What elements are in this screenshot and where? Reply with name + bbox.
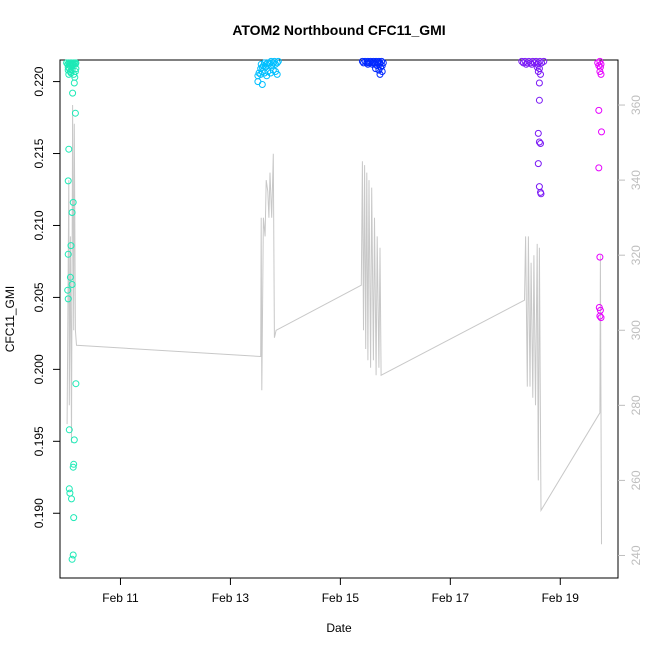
data-point bbox=[72, 380, 80, 388]
data-point bbox=[596, 312, 604, 320]
x-tick-label: Feb 13 bbox=[212, 591, 250, 605]
y-axis-label: CFC11_GMI bbox=[3, 286, 17, 352]
data-point bbox=[376, 70, 384, 78]
data-point bbox=[597, 70, 605, 78]
data-point bbox=[537, 70, 544, 78]
y-tick-label: 0.210 bbox=[32, 210, 46, 240]
x-tick-label: Feb 15 bbox=[322, 591, 360, 605]
data-point bbox=[72, 65, 80, 73]
y-tick-label: 0.200 bbox=[32, 354, 46, 384]
data-point bbox=[267, 57, 275, 65]
data-point bbox=[596, 63, 604, 71]
data-point bbox=[64, 295, 72, 303]
data-point bbox=[64, 250, 72, 258]
data-point bbox=[64, 177, 72, 185]
data-point bbox=[598, 128, 605, 136]
y2-tick-label: 260 bbox=[629, 470, 643, 490]
data-point bbox=[533, 60, 541, 68]
scatter-points-layer bbox=[63, 57, 605, 563]
y-tick-label: 0.215 bbox=[32, 138, 46, 168]
data-point bbox=[258, 68, 266, 75]
data-point bbox=[70, 514, 78, 522]
data-point bbox=[71, 68, 79, 75]
data-point bbox=[273, 70, 281, 78]
data-point bbox=[69, 198, 77, 206]
x-tick-label: Feb 11 bbox=[102, 591, 139, 605]
data-point bbox=[537, 190, 545, 198]
y2-tick-label: 280 bbox=[629, 395, 643, 415]
data-point bbox=[535, 138, 543, 146]
y2-tick-label: 300 bbox=[629, 320, 643, 340]
y2-tick-label: 360 bbox=[629, 95, 643, 115]
x-axis: Feb 11 Feb 13 Feb 15 Feb 17 Feb 19 bbox=[102, 578, 579, 605]
data-point bbox=[254, 78, 262, 86]
chart-title: ATOM2 Northbound CFC11_GMI bbox=[232, 22, 445, 38]
data-point bbox=[274, 57, 282, 65]
data-point bbox=[595, 106, 603, 114]
y-tick-label: 0.220 bbox=[32, 66, 46, 96]
data-point bbox=[540, 57, 548, 65]
data-point bbox=[70, 460, 78, 468]
data-point bbox=[71, 109, 79, 117]
secondary-line-layer bbox=[66, 104, 602, 545]
data-point bbox=[68, 209, 76, 216]
data-point bbox=[65, 145, 73, 153]
data-point bbox=[258, 81, 266, 88]
series-4 bbox=[518, 57, 548, 198]
data-point bbox=[68, 495, 75, 503]
data-point bbox=[68, 281, 76, 288]
x-axis-label: Date bbox=[326, 621, 352, 635]
x-tick-label: Feb 19 bbox=[542, 591, 580, 605]
data-point bbox=[368, 60, 376, 68]
data-point bbox=[595, 164, 603, 172]
series-1 bbox=[63, 59, 80, 563]
data-point bbox=[65, 485, 73, 493]
series-5 bbox=[594, 57, 605, 322]
data-point bbox=[70, 79, 78, 87]
data-point bbox=[69, 551, 77, 559]
data-point bbox=[372, 65, 380, 73]
data-point bbox=[66, 273, 74, 281]
data-point bbox=[377, 63, 384, 71]
y2-tick-label: 240 bbox=[629, 545, 643, 565]
data-point bbox=[596, 253, 604, 261]
data-point bbox=[67, 242, 75, 250]
data-point bbox=[534, 129, 542, 137]
data-point bbox=[263, 72, 271, 80]
y2-tick-label: 320 bbox=[629, 245, 643, 265]
data-point bbox=[66, 489, 74, 497]
y-tick-label: 0.205 bbox=[32, 282, 46, 312]
data-point bbox=[64, 286, 72, 294]
data-point bbox=[535, 79, 543, 87]
data-point bbox=[535, 96, 543, 104]
data-point bbox=[65, 426, 73, 434]
data-point bbox=[67, 69, 75, 77]
series-3 bbox=[358, 57, 387, 78]
data-point bbox=[69, 89, 77, 97]
data-point bbox=[364, 60, 372, 68]
data-point bbox=[534, 160, 542, 168]
data-point bbox=[69, 463, 77, 471]
series-2 bbox=[254, 57, 282, 88]
data-point bbox=[70, 436, 78, 444]
data-point bbox=[597, 314, 605, 322]
data-point bbox=[535, 183, 543, 191]
y-axis: 0.190 0.195 0.200 0.205 0.210 0.215 0.220 bbox=[32, 66, 60, 528]
data-point bbox=[68, 555, 76, 563]
x-tick-label: Feb 17 bbox=[432, 591, 470, 605]
y-tick-label: 0.190 bbox=[32, 498, 46, 528]
y-tick-label: 0.195 bbox=[32, 426, 46, 456]
plot-frame bbox=[59, 59, 619, 579]
data-point bbox=[537, 140, 544, 147]
y2-tick-label: 340 bbox=[629, 170, 643, 190]
secondary-series-line bbox=[66, 104, 602, 545]
secondary-y-axis: 240 260 280 300 320 340 360 bbox=[618, 95, 643, 565]
